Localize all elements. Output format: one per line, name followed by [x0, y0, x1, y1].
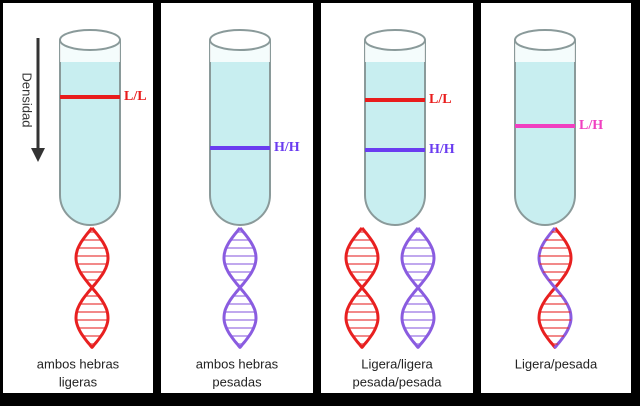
caption: ambos hebras: [196, 356, 279, 371]
band-label: H/H: [274, 140, 300, 155]
band-label: L/H: [579, 118, 603, 133]
axis-label: Densidad: [20, 73, 35, 128]
density-arrow-head: [31, 148, 45, 162]
caption: pesada/pesada: [353, 374, 443, 389]
caption: Ligera/pesada: [515, 356, 598, 371]
band-label: L/L: [124, 89, 147, 104]
band-label: L/L: [429, 92, 452, 107]
test-tube: [209, 40, 271, 226]
caption: Ligera/ligera: [361, 356, 433, 371]
caption: pesadas: [212, 374, 262, 389]
tube-rim: [59, 29, 121, 51]
test-tube: [59, 40, 121, 226]
caption: ambos hebras: [37, 356, 120, 371]
test-tube: [514, 40, 576, 226]
band-label: H/H: [429, 142, 455, 157]
tube-rim: [514, 29, 576, 51]
tube-rim: [364, 29, 426, 51]
test-tube: [364, 40, 426, 226]
tube-rim: [209, 29, 271, 51]
caption: ligeras: [59, 374, 98, 389]
